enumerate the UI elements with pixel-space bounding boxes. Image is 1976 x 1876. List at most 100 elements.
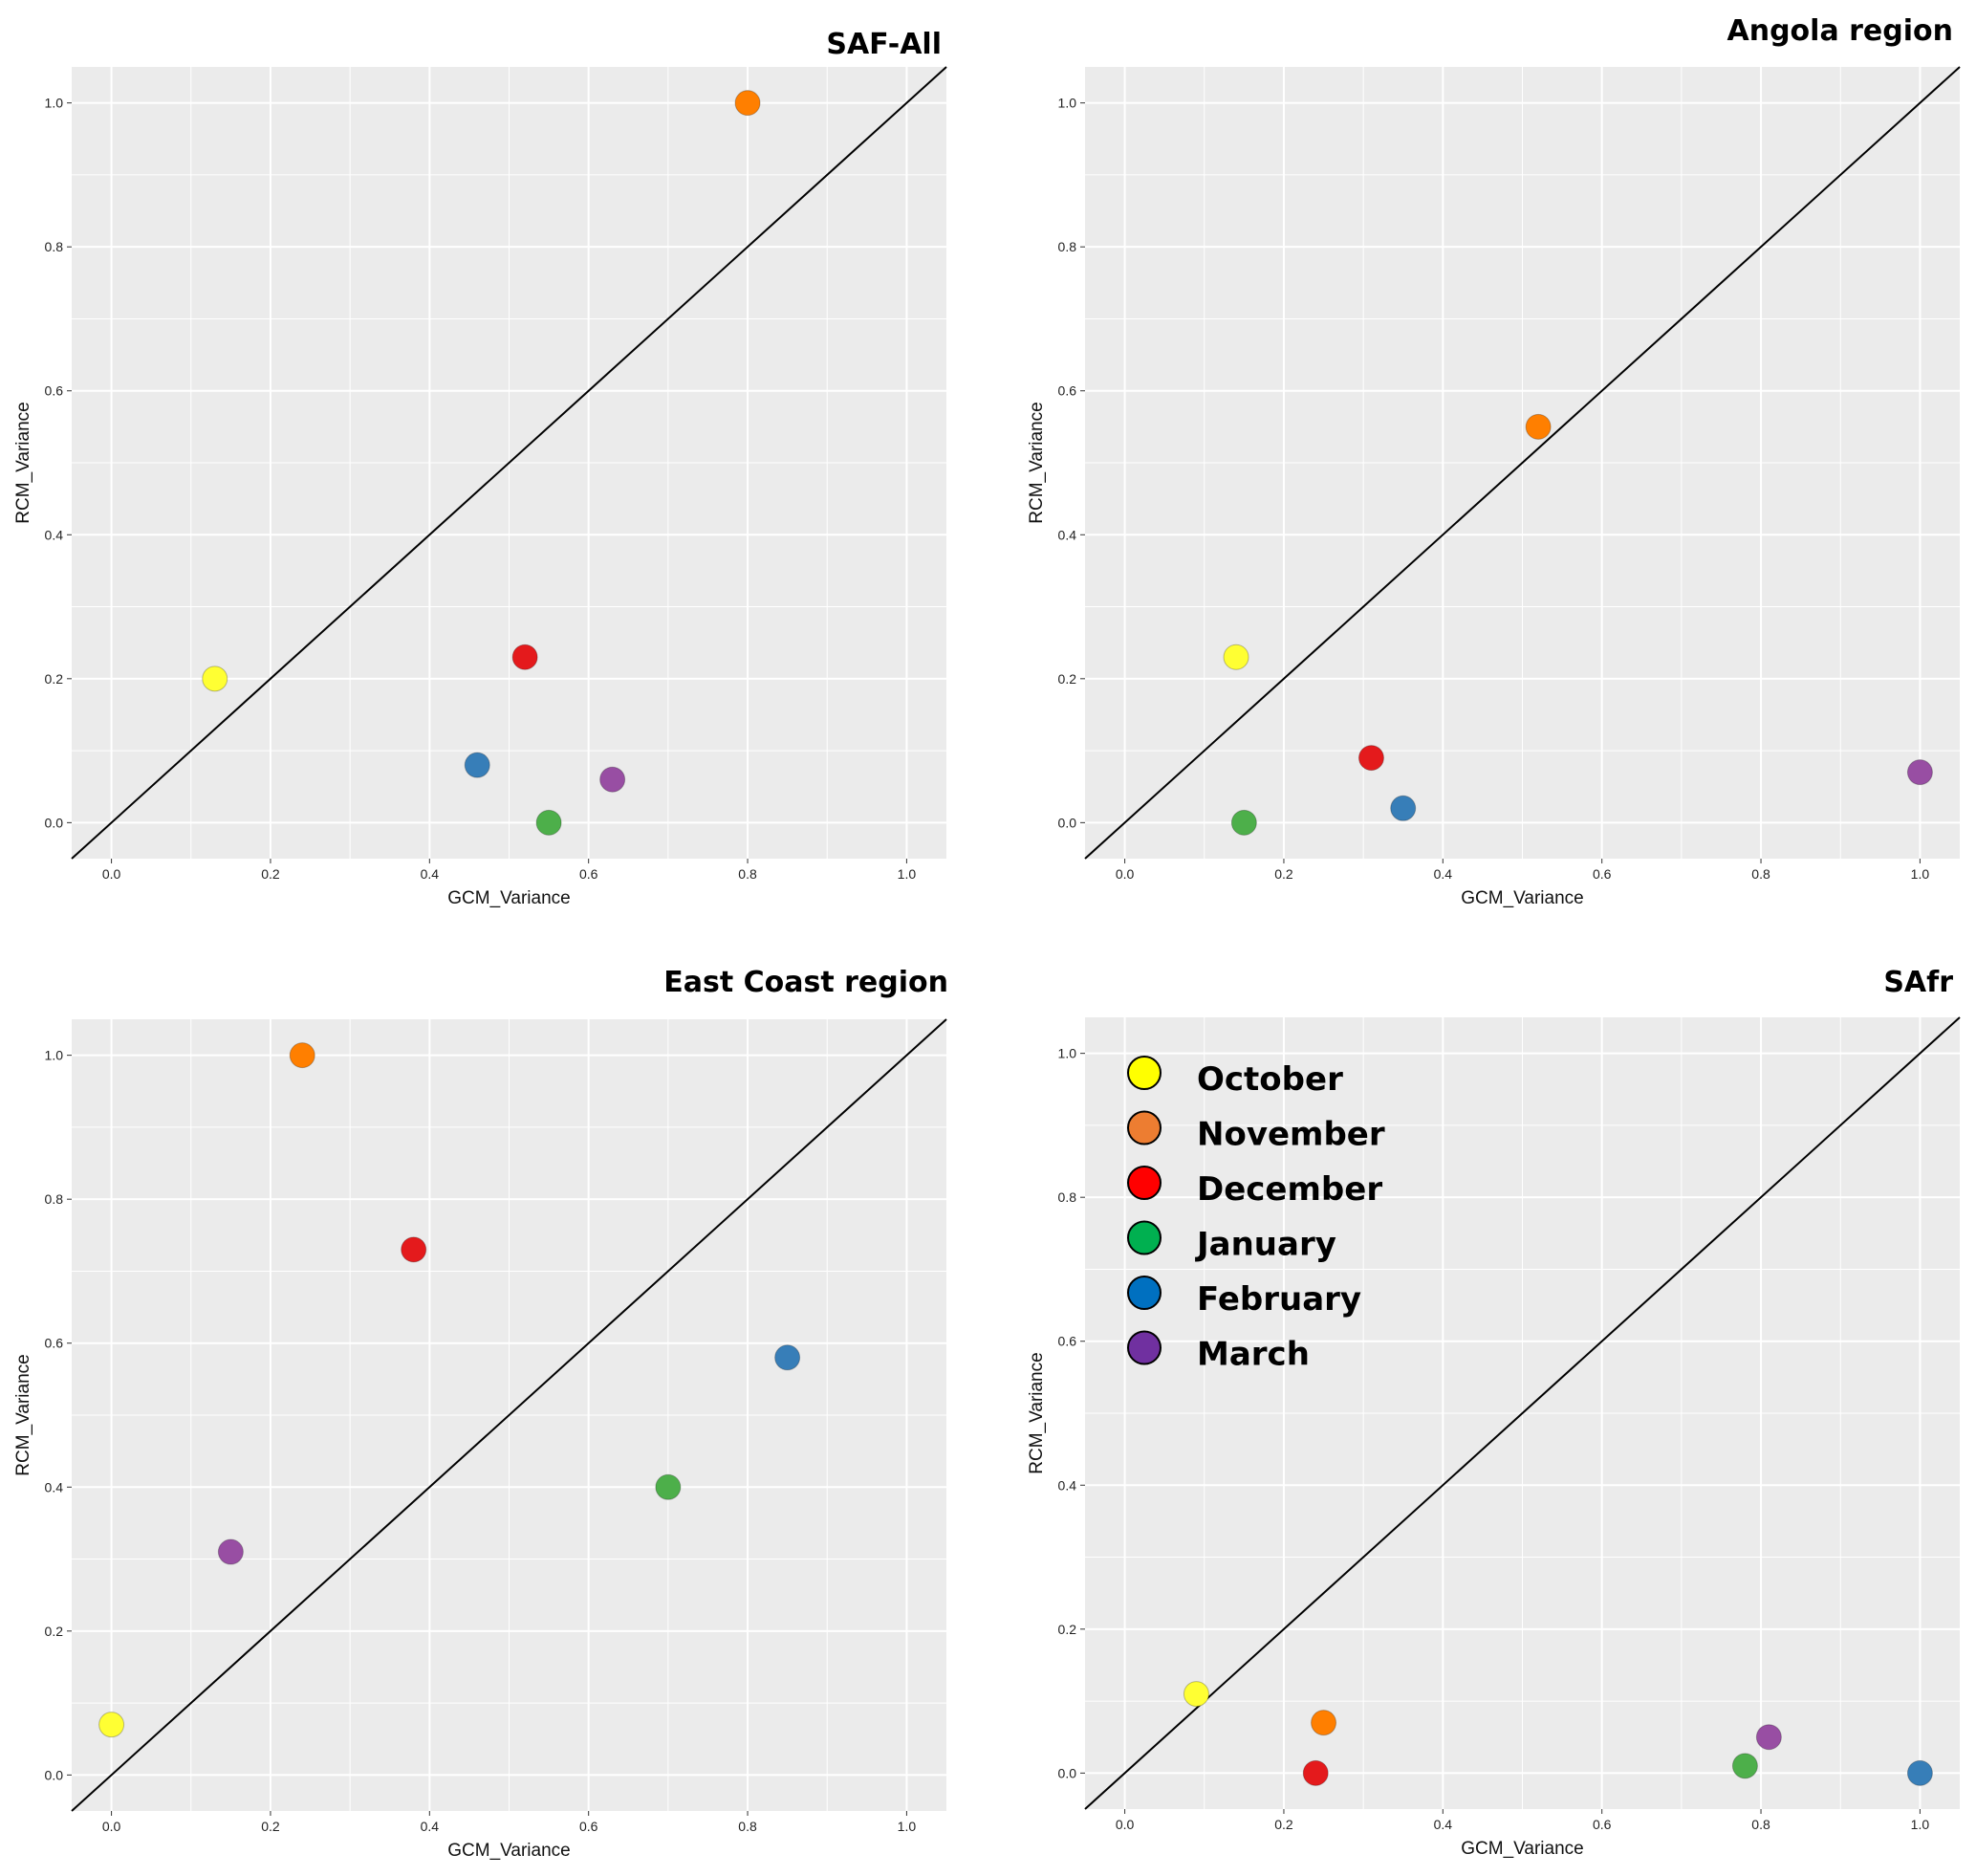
identity-line (1084, 1016, 1961, 1810)
y-axis-label: RCM_Variance (1027, 402, 1047, 523)
x-tick-label: 1.0 (1911, 866, 1930, 882)
legend-label-february: February (1197, 1280, 1361, 1319)
legend: October November December January February Ma… (1127, 1056, 1385, 1374)
y-tick-label: 0.6 (1058, 383, 1077, 399)
x-tick-label: 0.6 (1593, 1817, 1612, 1832)
x-tick-label: 0.8 (1751, 866, 1770, 882)
panel-title: Angola region (1727, 14, 1954, 48)
point-december (511, 644, 538, 670)
y-tick-label: 0.0 (1058, 815, 1077, 830)
y-tick-label: 0.8 (1058, 239, 1077, 254)
legend-marker-december (1127, 1166, 1162, 1200)
x-tick-label: 0.2 (261, 1819, 280, 1834)
y-tick-label: 0.6 (45, 383, 64, 399)
y-tick-label: 0.8 (1058, 1189, 1077, 1205)
panel-title: SAF-All (826, 28, 942, 61)
y-axis-label: RCM_Variance (13, 402, 33, 523)
legend-marker-january (1127, 1220, 1162, 1255)
panel-1: 0.0 0.2 0.4 0.6 0.8 1.0 0.0 0.2 0.4 0.6 0.8 1.0 GCM_… (13, 28, 947, 908)
y-tick-label: 1.0 (45, 96, 64, 111)
y-tick-label: 0.2 (45, 1624, 64, 1639)
x-tick-label: 0.6 (579, 866, 598, 882)
point-january (1230, 809, 1257, 836)
y-tick-label: 1.0 (1058, 1046, 1077, 1061)
panel-3: 0.0 0.2 0.4 0.6 0.8 1.0 0.0 0.2 0.4 0.6 0.8 1.0 GCM_… (13, 966, 948, 1861)
x-tick-label: 0.8 (1751, 1817, 1770, 1832)
point-december (401, 1236, 427, 1263)
point-november (1311, 1710, 1337, 1736)
x-tick-label: 0.6 (579, 1819, 598, 1834)
y-axis-label: RCM_Variance (1027, 1352, 1047, 1473)
panel-title: East Coast region (663, 966, 948, 999)
x-tick-label: 1.0 (898, 1819, 917, 1834)
point-november (289, 1042, 315, 1069)
y-tick-label: 0.2 (45, 671, 64, 687)
x-tick-label: 0.4 (1434, 1817, 1453, 1832)
x-tick-label: 0.0 (1116, 866, 1135, 882)
x-tick-label: 0.2 (261, 866, 280, 882)
x-tick-label: 0.4 (421, 1819, 440, 1834)
identity-line (71, 66, 947, 860)
point-october (1223, 644, 1249, 670)
point-october (1183, 1681, 1209, 1708)
legend-marker-november (1127, 1110, 1162, 1145)
x-tick-label: 0.8 (738, 866, 757, 882)
x-tick-label: 0.0 (102, 1819, 121, 1834)
point-november (734, 90, 761, 117)
y-tick-label: 0.6 (45, 1336, 64, 1351)
legend-label-march: March (1197, 1336, 1310, 1374)
y-tick-label: 0.4 (45, 1479, 64, 1494)
x-tick-label: 0.0 (102, 866, 121, 882)
y-tick-label: 0.2 (1058, 671, 1077, 687)
point-february (1906, 1759, 1933, 1786)
point-december (1302, 1759, 1329, 1786)
x-tick-label: 0.4 (421, 866, 440, 882)
panel-2: 0.0 0.2 0.4 0.6 0.8 1.0 0.0 0.2 0.4 0.6 0.8 1.0 GCM_… (1027, 14, 1961, 908)
legend-label-december: December (1197, 1170, 1382, 1209)
x-tick-label: 0.0 (1116, 1817, 1135, 1832)
point-february (464, 752, 490, 778)
x-axis-label: GCM_Variance (1461, 888, 1583, 908)
x-tick-label: 0.2 (1274, 1817, 1293, 1832)
point-january (655, 1473, 682, 1500)
point-march (599, 766, 626, 793)
point-january (535, 809, 562, 836)
legend-label-november: November (1197, 1116, 1385, 1154)
point-november (1525, 413, 1552, 440)
legend-label-january: January (1195, 1226, 1336, 1264)
point-march (1906, 759, 1933, 786)
x-tick-label: 0.2 (1274, 866, 1293, 882)
x-tick-label: 0.4 (1434, 866, 1453, 882)
y-tick-label: 0.0 (45, 815, 64, 830)
y-tick-label: 1.0 (1058, 96, 1077, 111)
y-tick-label: 0.4 (1058, 1477, 1077, 1493)
legend-label-october: October (1197, 1060, 1343, 1099)
x-tick-label: 0.8 (738, 1819, 757, 1834)
legend-marker-february (1127, 1276, 1162, 1310)
x-tick-label: 1.0 (1911, 1817, 1930, 1832)
point-march (217, 1538, 244, 1565)
point-february (1390, 795, 1417, 821)
legend-marker-march (1127, 1330, 1162, 1365)
point-october (202, 665, 228, 692)
point-october (98, 1712, 125, 1738)
y-tick-label: 0.0 (45, 1767, 64, 1782)
identity-line (1084, 66, 1961, 860)
y-tick-label: 0.4 (1058, 527, 1077, 542)
y-tick-label: 0.8 (45, 1191, 64, 1207)
x-axis-label: GCM_Variance (447, 888, 570, 908)
panel-4: 0.0 0.2 0.4 0.6 0.8 1.0 0.0 0.2 0.4 0.6 0.8 1.0 GCM_… (1027, 966, 1961, 1859)
x-axis-label: GCM_Variance (1461, 1839, 1583, 1859)
point-january (1731, 1753, 1758, 1779)
y-tick-label: 0.6 (1058, 1334, 1077, 1349)
y-tick-label: 0.2 (1058, 1622, 1077, 1637)
y-tick-label: 0.8 (45, 239, 64, 254)
legend-marker-october (1127, 1056, 1162, 1090)
point-february (774, 1344, 801, 1371)
identity-line (71, 1018, 947, 1812)
x-tick-label: 1.0 (898, 866, 917, 882)
y-axis-label: RCM_Variance (13, 1354, 33, 1475)
x-axis-label: GCM_Variance (447, 1841, 570, 1861)
point-march (1755, 1724, 1782, 1751)
